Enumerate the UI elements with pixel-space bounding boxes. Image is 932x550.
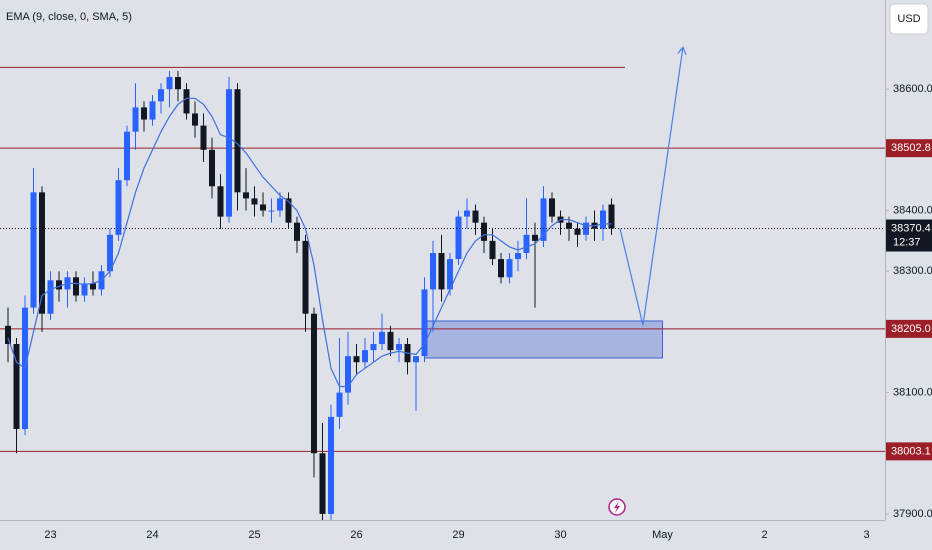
candle-body — [515, 253, 521, 260]
demand-zone — [424, 320, 663, 359]
indicator-legend: EMA (9, close, 0, SMA, 5) — [6, 11, 132, 23]
candle-body — [234, 89, 241, 193]
level-tag-label: 38003.1 — [891, 445, 931, 457]
candle-body — [90, 283, 96, 290]
candle-body — [132, 107, 139, 132]
candle-body — [192, 113, 198, 126]
candle-body — [319, 453, 326, 514]
last-price-tag — [886, 219, 932, 252]
candle-body — [353, 356, 360, 363]
x-tick-label: 23 — [44, 529, 56, 541]
alert-icon[interactable] — [608, 498, 626, 516]
candle-body — [209, 149, 215, 187]
candle-body — [302, 240, 309, 314]
candle-body — [608, 204, 615, 229]
candle-body — [464, 210, 470, 217]
last-price-label: 38370.4 — [891, 222, 931, 234]
level-tag-label: 38502.8 — [891, 142, 931, 154]
candle-body — [430, 253, 436, 290]
candle-body — [166, 77, 173, 90]
candle-body — [472, 210, 479, 223]
candle-body — [328, 416, 334, 514]
candle-body — [523, 234, 530, 254]
level-tag — [886, 319, 932, 338]
candle-body — [226, 89, 232, 217]
candle-body — [455, 216, 462, 260]
candle-body — [498, 259, 504, 278]
candle-body — [574, 228, 581, 235]
candle-body — [200, 125, 207, 150]
x-tick-label: 30 — [554, 529, 566, 541]
candle-body — [336, 392, 343, 417]
candle-body — [362, 350, 368, 363]
candle-body — [566, 222, 572, 229]
candle-body — [217, 186, 224, 217]
level-tag-label: 38205.0 — [891, 323, 931, 335]
candle-body — [421, 289, 428, 357]
x-tick-label: 26 — [350, 529, 362, 541]
candle-body — [73, 277, 79, 296]
candle-body — [481, 222, 487, 241]
x-tick-label: May — [652, 529, 673, 541]
candle-body — [379, 331, 385, 345]
candle-body — [438, 253, 445, 290]
candle-body — [532, 234, 538, 241]
candle-body — [345, 356, 351, 393]
candle-body — [370, 344, 377, 351]
level-tag — [886, 442, 932, 461]
x-tick-label: 25 — [248, 529, 260, 541]
candle-body — [30, 192, 37, 308]
candle-body — [396, 344, 402, 351]
candle-body — [387, 331, 394, 351]
candle-body — [549, 198, 555, 217]
currency-button[interactable] — [889, 3, 929, 35]
candle-body — [447, 259, 453, 290]
candle-body — [268, 210, 275, 212]
candle-body — [506, 259, 513, 278]
candle-body — [285, 198, 292, 223]
candle-body — [413, 356, 419, 363]
candle-body — [294, 222, 300, 241]
candle-body — [81, 283, 88, 296]
candle-body — [311, 313, 317, 454]
candle-body — [5, 325, 11, 345]
y-tick-label: 38100.0 — [893, 386, 932, 398]
candle-body — [141, 107, 147, 120]
candle-body — [183, 89, 190, 114]
y-tick-label: 38400.0 — [893, 204, 932, 216]
candle-body — [540, 198, 547, 241]
candle-body — [158, 89, 164, 102]
ema-line — [7, 97, 612, 388]
level-tag — [886, 139, 932, 158]
candle-body — [13, 344, 20, 429]
projection-arrow — [619, 47, 684, 326]
currency[interactable]: USD — [897, 13, 920, 25]
candle-body — [56, 280, 62, 290]
candle-body — [251, 198, 258, 205]
x-tick-label: 29 — [452, 529, 464, 541]
candle-body — [124, 131, 130, 181]
candle-body — [600, 210, 606, 229]
candle-body — [107, 234, 113, 272]
candle-body — [277, 198, 283, 211]
y-tick-label: 38600.0 — [893, 83, 932, 95]
candle-body — [260, 204, 266, 211]
candle-body — [243, 192, 249, 199]
x-tick-label: 24 — [146, 529, 158, 541]
candle-body — [149, 101, 156, 120]
arrow-head — [677, 46, 687, 55]
candle-body — [47, 280, 54, 314]
x-tick-label: 3 — [863, 529, 869, 541]
countdown-label: 12:37 — [893, 236, 921, 248]
y-tick-label: 38300.0 — [893, 265, 932, 277]
x-tick-label: 2 — [761, 529, 767, 541]
candle-body — [39, 192, 45, 314]
candle-body — [489, 240, 496, 260]
candle-body — [115, 180, 122, 235]
candle-body — [175, 77, 181, 90]
y-tick-label: 37900.0 — [893, 508, 932, 520]
